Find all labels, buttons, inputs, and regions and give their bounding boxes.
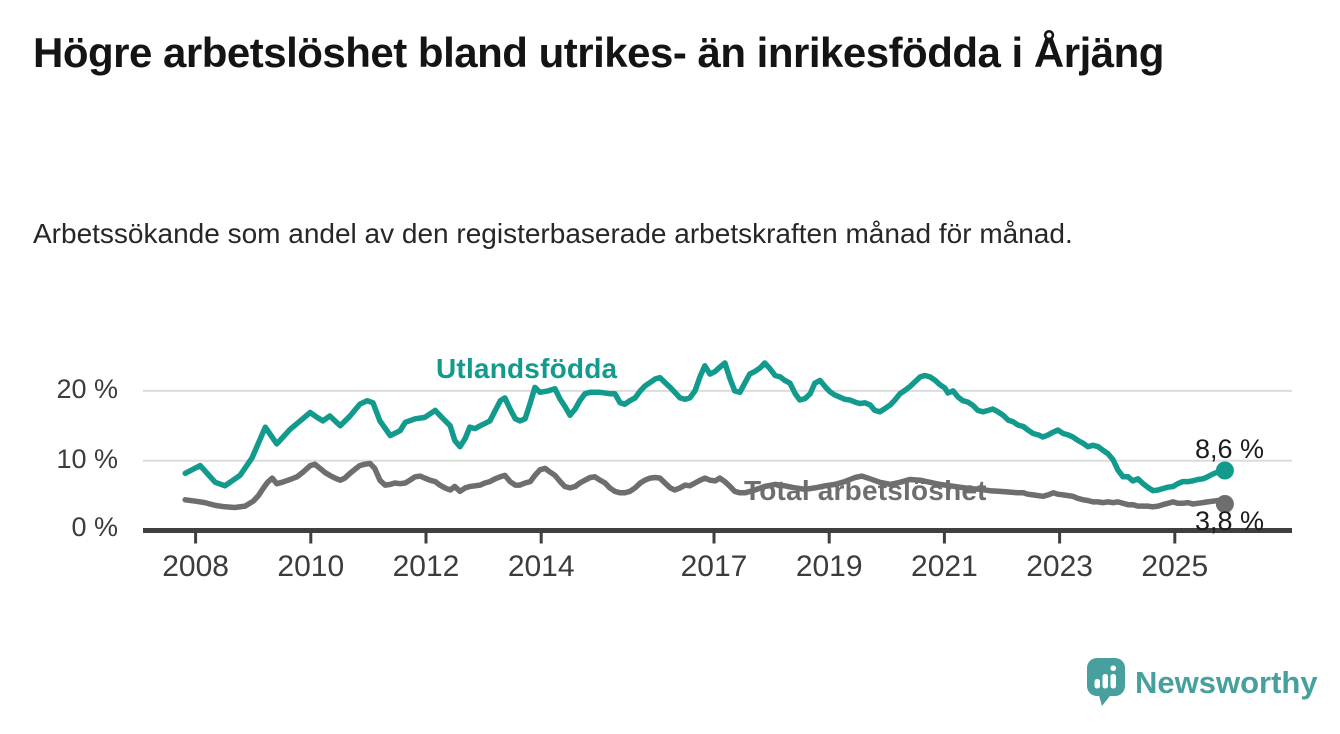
- page-title: Högre arbetslöshet bland utrikes- än inr…: [33, 29, 1164, 76]
- series-end-dot-total: [1215, 495, 1234, 513]
- chart-subtitle: Arbetssökande som andel av den registerb…: [33, 218, 1073, 249]
- x-axis-label-2025: 2025: [1141, 550, 1209, 583]
- newsworthy-logo-icon: [1087, 658, 1125, 706]
- end-value-label-utlandsfodda: 8,6 %: [1195, 434, 1265, 464]
- newsworthy-brand-text: Newsworthy: [1135, 665, 1318, 700]
- y-axis-label-10: 10 %: [56, 444, 118, 474]
- y-axis-label-20: 20 %: [56, 374, 118, 404]
- x-axis-label-2017: 2017: [680, 550, 748, 583]
- x-axis-label-2008: 2008: [162, 550, 229, 583]
- newsworthy-logo: Newsworthy: [1086, 657, 1318, 707]
- x-axis-label-2021: 2021: [911, 550, 978, 583]
- series-line-utlandsfodda: [182, 360, 1228, 494]
- x-axis-label-2012: 2012: [392, 550, 460, 583]
- end-value-label-total: 3,8 %: [1195, 506, 1265, 536]
- series-end-dot-utlandsfodda: [1215, 461, 1234, 480]
- series-line-total: [182, 460, 1228, 511]
- x-axis-label-2019: 2019: [795, 550, 863, 583]
- x-axis-label-2014: 2014: [507, 550, 575, 583]
- x-axis-label-2023: 2023: [1026, 550, 1093, 583]
- series-label-utlandsfodda: Utlandsfödda: [436, 353, 618, 384]
- x-axis-label-2010: 2010: [277, 550, 345, 583]
- y-axis-label-0: 0 %: [71, 512, 118, 542]
- series-label-total: Total arbetslöshet: [744, 475, 987, 506]
